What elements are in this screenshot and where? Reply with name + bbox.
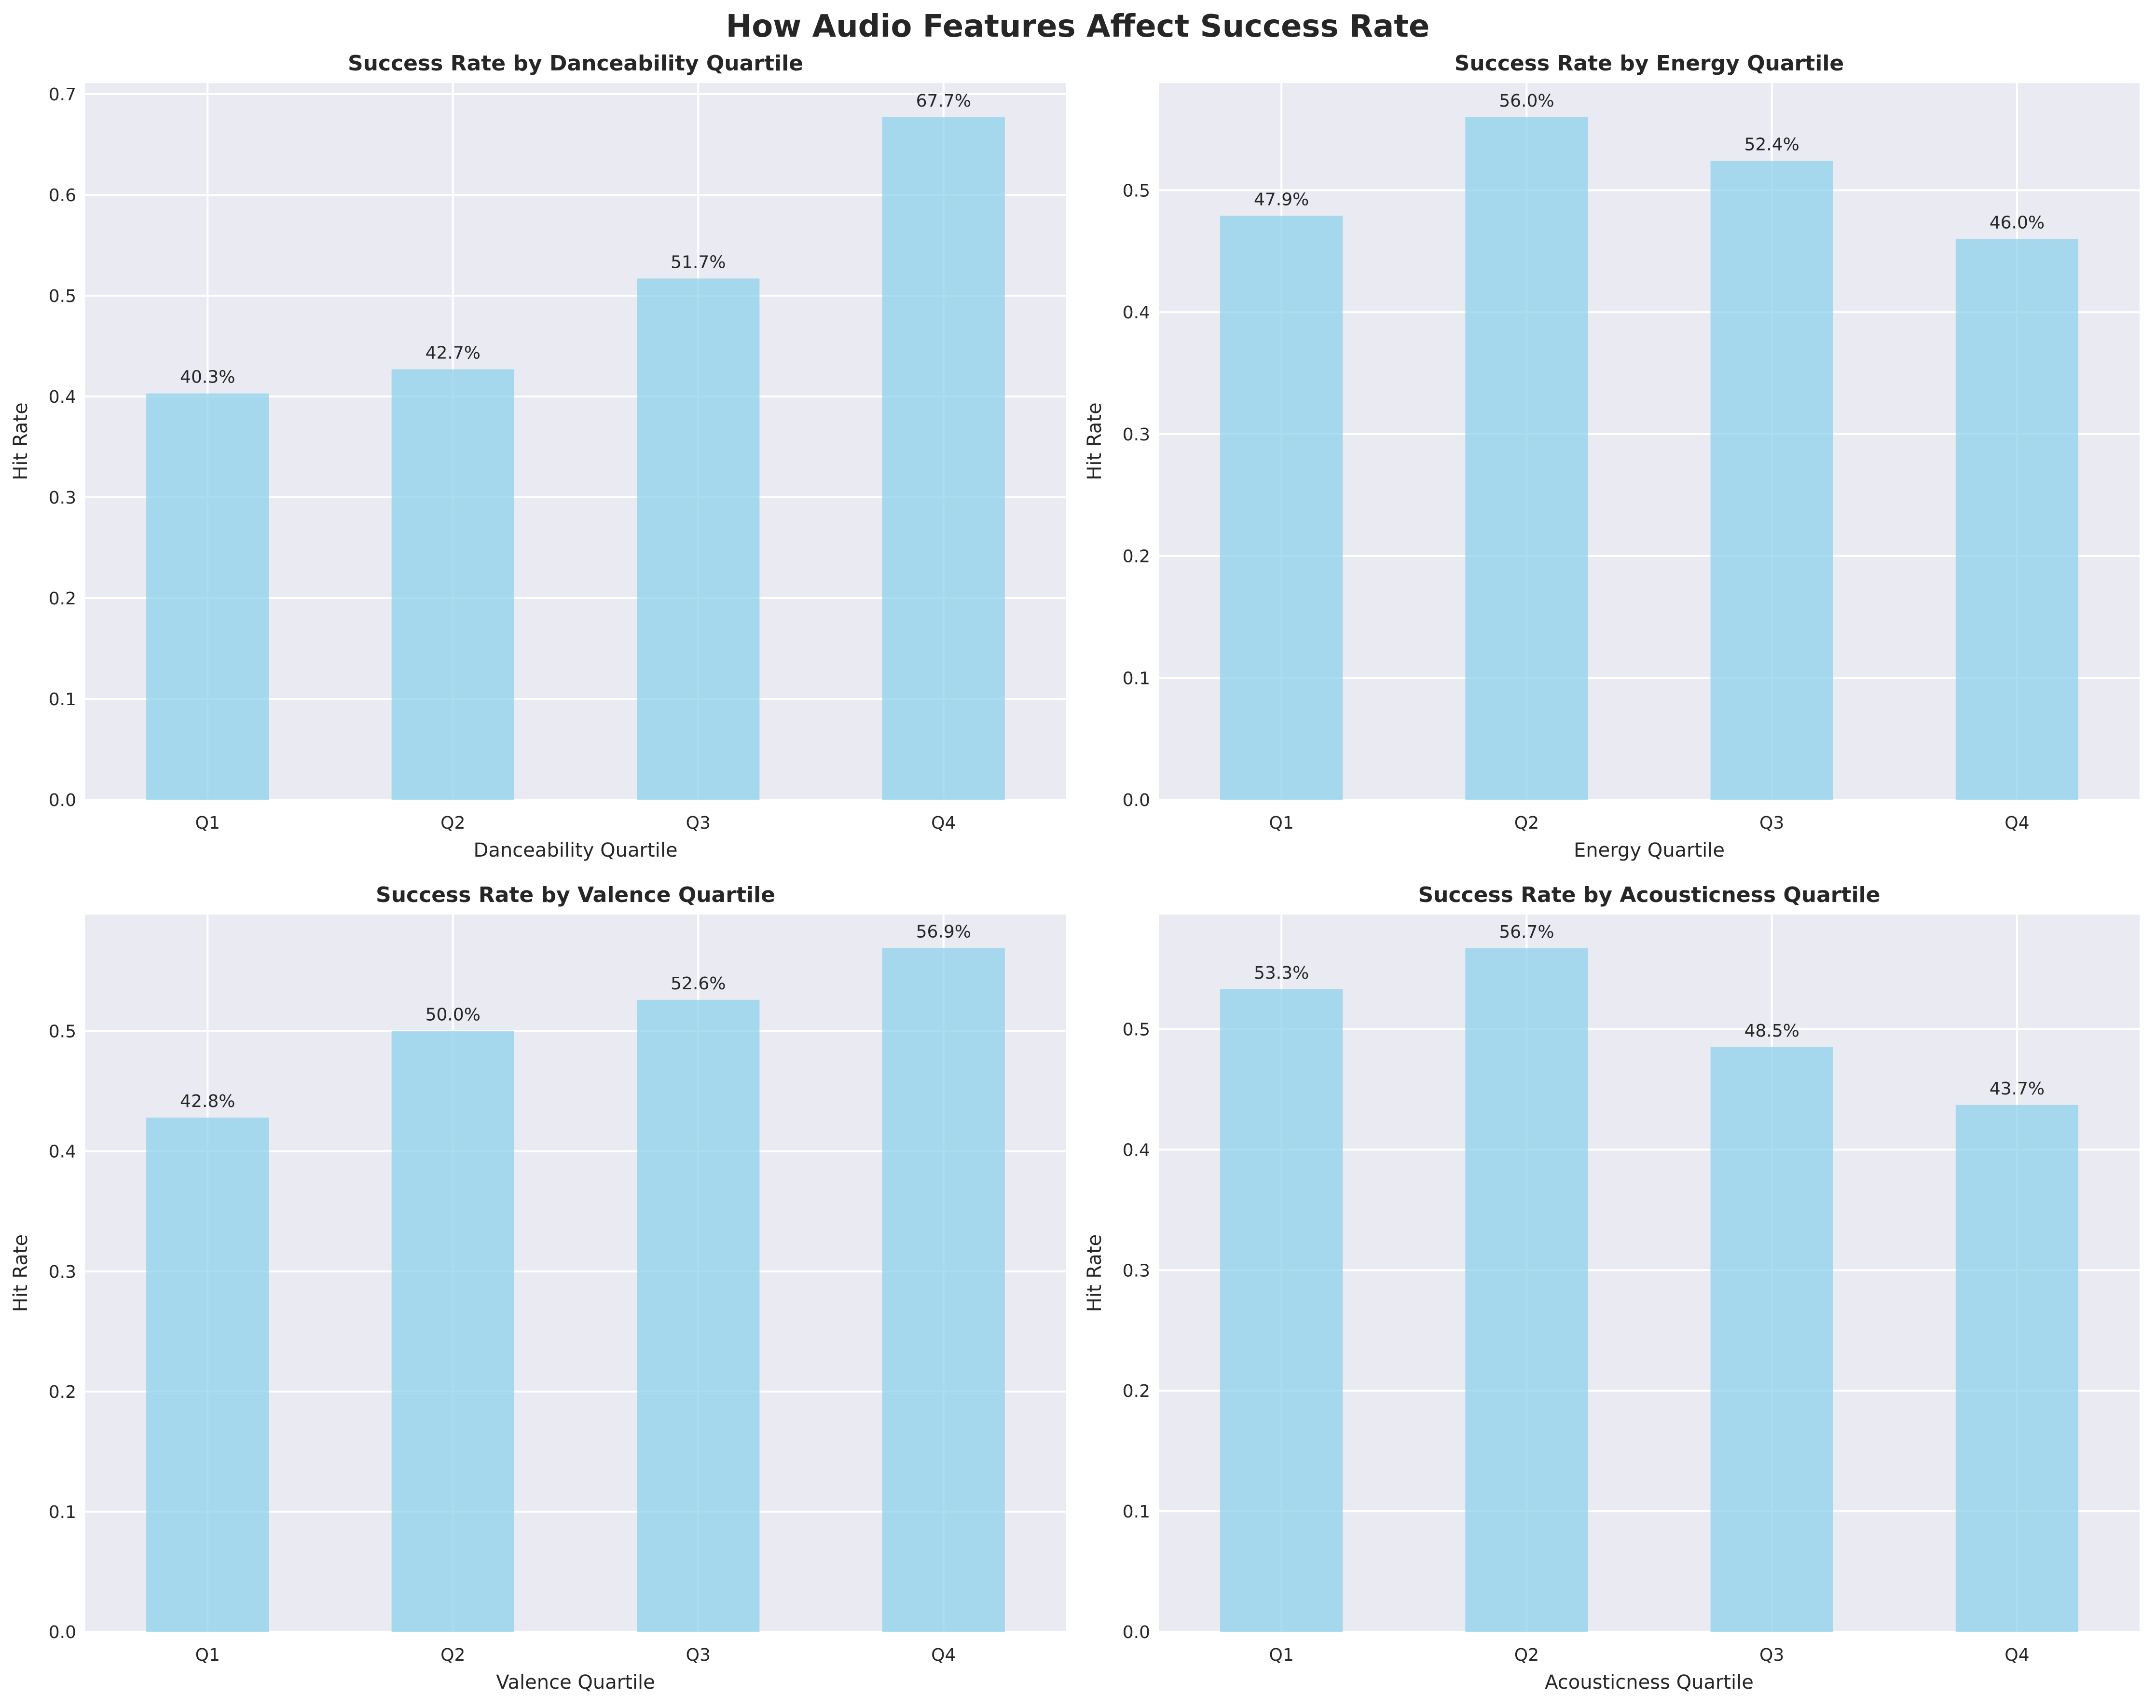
valence-bar-q2 [391, 1031, 514, 1632]
danceability-ytick-label: 0.5 [49, 287, 76, 306]
danceability-ytick-label: 0.4 [49, 387, 76, 407]
energy-chart-title: Success Rate by Energy Quartile [1455, 51, 1844, 76]
danceability-xtick-label: Q1 [195, 813, 220, 833]
acousticness-bar-q3 [1710, 1047, 1833, 1632]
danceability-xtick-label: Q4 [931, 813, 956, 833]
danceability-value-label: 42.7% [426, 343, 481, 363]
valence-bar-q3 [637, 999, 760, 1632]
acousticness-ytick-label: 0.1 [1123, 1502, 1150, 1522]
energy-ytick-label: 0.4 [1123, 303, 1150, 323]
danceability-ytick-label: 0.7 [49, 85, 76, 105]
danceability-xtick-label: Q2 [440, 813, 465, 833]
acousticness-ytick-label: 0.0 [1123, 1623, 1150, 1642]
danceability-ytick-label: 0.0 [49, 791, 76, 810]
acousticness-value-label: 56.7% [1499, 922, 1554, 942]
acousticness-bar-q1 [1220, 989, 1343, 1632]
energy-xtick-label: Q1 [1269, 813, 1294, 833]
danceability-ytick-label: 0.3 [49, 488, 76, 508]
danceability-bar-q4 [882, 117, 1005, 800]
danceability-ytick-label: 0.1 [49, 690, 76, 710]
danceability-bar-q1 [146, 393, 269, 800]
danceability-value-label: 40.3% [180, 368, 235, 387]
chart-panels: 40.3% 42.7% 51.7% 67.7% 0.0 0.1 0.2 0.3 0.4 0.5 0.… [10, 51, 2140, 1694]
acousticness-ytick-label: 0.3 [1123, 1261, 1150, 1281]
valence-value-label: 42.8% [180, 1092, 235, 1111]
energy-bar-q2 [1465, 117, 1588, 800]
valence-ytick-label: 0.4 [49, 1142, 76, 1162]
danceability-value-label: 51.7% [671, 252, 726, 272]
energy-chart: 47.9% 56.0% 52.4% 46.0% 0.0 0.1 0.2 0.3 0.4 0.5 Q1… [1084, 51, 2140, 861]
energy-value-label: 52.4% [1744, 135, 1799, 155]
danceability-y-axis-label: Hit Rate [10, 402, 32, 480]
energy-y-axis-label: Hit Rate [1084, 402, 1106, 480]
danceability-ytick-label: 0.2 [49, 589, 76, 609]
valence-ytick-label: 0.1 [49, 1503, 76, 1522]
acousticness-value-label: 43.7% [1990, 1079, 2045, 1099]
energy-value-label: 46.0% [1990, 213, 2045, 232]
valence-value-label: 56.9% [916, 922, 971, 942]
energy-bar-q4 [1955, 239, 2078, 800]
acousticness-ytick-label: 0.4 [1123, 1140, 1150, 1160]
energy-ytick-label: 0.1 [1123, 669, 1150, 688]
danceability-x-axis-label: Danceability Quartile [474, 839, 678, 861]
acousticness-bar-q4 [1955, 1105, 2078, 1632]
acousticness-chart: 53.3% 56.7% 48.5% 43.7% 0.0 0.1 0.2 0.3 0.4 0.5 Q1… [1084, 883, 2140, 1694]
energy-ytick-label: 0.2 [1123, 547, 1150, 567]
energy-value-label: 56.0% [1499, 91, 1554, 111]
valence-bar-q4 [882, 948, 1005, 1632]
energy-bar-q1 [1220, 216, 1343, 800]
valence-y-axis-label: Hit Rate [10, 1234, 32, 1312]
energy-ytick-label: 0.5 [1123, 181, 1150, 201]
acousticness-chart-title: Success Rate by Acousticness Quartile [1418, 883, 1880, 907]
acousticness-xtick-label: Q2 [1514, 1645, 1539, 1665]
valence-xtick-label: Q3 [686, 1645, 711, 1665]
danceability-bar-q3 [637, 278, 760, 800]
figure-title: How Audio Features Affect Success Rate [726, 9, 1430, 44]
acousticness-ytick-label: 0.2 [1123, 1381, 1150, 1401]
valence-ytick-label: 0.2 [49, 1382, 76, 1402]
valence-xtick-label: Q2 [440, 1645, 465, 1665]
valence-xtick-label: Q1 [195, 1645, 220, 1665]
acousticness-xtick-label: Q4 [2005, 1645, 2029, 1665]
danceability-ytick-label: 0.6 [49, 186, 76, 205]
acousticness-xtick-label: Q1 [1269, 1645, 1294, 1665]
energy-bar-q3 [1710, 161, 1833, 800]
acousticness-ytick-label: 0.5 [1123, 1020, 1150, 1039]
danceability-bar-q2 [391, 369, 514, 800]
energy-x-axis-label: Energy Quartile [1574, 839, 1725, 861]
valence-chart: 42.8% 50.0% 52.6% 56.9% 0.0 0.1 0.2 0.3 0.4 0.5 Q1… [10, 883, 1066, 1694]
valence-ytick-label: 0.5 [49, 1022, 76, 1042]
acousticness-value-label: 48.5% [1744, 1021, 1799, 1041]
valence-bar-q1 [146, 1117, 269, 1632]
energy-xtick-label: Q2 [1514, 813, 1539, 833]
energy-ytick-label: 0.3 [1123, 425, 1150, 445]
danceability-value-label: 67.7% [916, 91, 971, 111]
valence-xtick-label: Q4 [931, 1645, 956, 1665]
valence-x-axis-label: Valence Quartile [496, 1671, 655, 1694]
acousticness-xtick-label: Q3 [1759, 1645, 1784, 1665]
acousticness-value-label: 53.3% [1254, 963, 1309, 983]
valence-ytick-label: 0.0 [49, 1623, 76, 1642]
acousticness-y-axis-label: Hit Rate [1084, 1234, 1106, 1312]
acousticness-x-axis-label: Acousticness Quartile [1545, 1671, 1754, 1694]
energy-value-label: 47.9% [1254, 190, 1309, 209]
valence-chart-title: Success Rate by Valence Quartile [376, 883, 775, 907]
valence-ytick-label: 0.3 [49, 1262, 76, 1282]
acousticness-bar-q2 [1465, 948, 1588, 1632]
danceability-chart-title: Success Rate by Danceability Quartile [348, 51, 803, 76]
energy-ytick-label: 0.0 [1123, 791, 1150, 810]
energy-xtick-label: Q4 [2005, 813, 2029, 833]
danceability-xtick-label: Q3 [686, 813, 711, 833]
valence-value-label: 52.6% [671, 974, 726, 994]
valence-value-label: 50.0% [426, 1005, 481, 1025]
energy-xtick-label: Q3 [1759, 813, 1784, 833]
danceability-chart: 40.3% 42.7% 51.7% 67.7% 0.0 0.1 0.2 0.3 0.4 0.5 0.… [10, 51, 1066, 861]
